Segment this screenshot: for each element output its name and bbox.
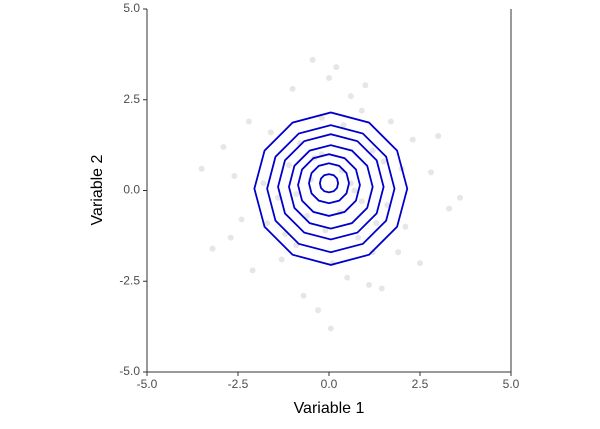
contour bbox=[288, 144, 374, 230]
point bbox=[322, 227, 329, 234]
point bbox=[289, 85, 296, 92]
point bbox=[373, 220, 380, 227]
x-axis-label: Variable 1 bbox=[294, 400, 365, 417]
point bbox=[300, 292, 307, 299]
point bbox=[293, 191, 300, 198]
point bbox=[264, 220, 271, 227]
point bbox=[358, 198, 365, 205]
point bbox=[309, 56, 316, 63]
point bbox=[355, 234, 362, 241]
point bbox=[318, 114, 325, 121]
point bbox=[358, 107, 365, 114]
x-tick-label: -2.5 bbox=[228, 377, 249, 391]
point bbox=[409, 136, 416, 143]
point bbox=[347, 93, 354, 100]
point bbox=[245, 118, 252, 125]
point bbox=[344, 274, 351, 281]
point bbox=[249, 267, 256, 274]
x-tick-label: 5.0 bbox=[503, 377, 520, 391]
point bbox=[238, 216, 245, 223]
point bbox=[435, 133, 442, 140]
point bbox=[369, 147, 376, 154]
point bbox=[446, 205, 453, 212]
y-axis-label: Variable 2 bbox=[89, 154, 106, 225]
y-tick-label: 2.5 bbox=[123, 92, 140, 106]
point bbox=[198, 165, 205, 172]
y-tick-label: 5.0 bbox=[123, 1, 140, 15]
point bbox=[333, 64, 340, 71]
point bbox=[380, 158, 387, 165]
point bbox=[417, 260, 423, 267]
point bbox=[220, 143, 227, 150]
contour bbox=[308, 162, 350, 205]
point bbox=[327, 325, 334, 332]
point bbox=[378, 285, 385, 292]
point bbox=[351, 187, 358, 194]
point bbox=[427, 169, 434, 176]
contour bbox=[253, 111, 409, 266]
point bbox=[285, 162, 292, 169]
point bbox=[275, 194, 282, 201]
point bbox=[209, 245, 216, 252]
point bbox=[315, 307, 322, 314]
point bbox=[395, 249, 402, 256]
point bbox=[267, 129, 274, 136]
point bbox=[227, 234, 234, 241]
y-tick-label: -5.0 bbox=[119, 364, 140, 378]
point bbox=[387, 118, 394, 125]
x-tick-label: -5.0 bbox=[137, 377, 158, 391]
point bbox=[340, 122, 347, 129]
contour bbox=[277, 133, 385, 241]
x-tick-label: 2.5 bbox=[412, 377, 429, 391]
point bbox=[457, 194, 464, 201]
point bbox=[304, 212, 311, 219]
point bbox=[231, 172, 238, 179]
point bbox=[384, 202, 391, 209]
y-tick-label: -2.5 bbox=[119, 273, 140, 287]
point bbox=[278, 256, 285, 263]
y-tick-label: 0.0 bbox=[123, 183, 140, 197]
x-tick-label: 0.0 bbox=[321, 377, 338, 391]
contour bbox=[297, 153, 361, 217]
point bbox=[402, 223, 409, 230]
point bbox=[366, 281, 373, 288]
point bbox=[362, 82, 369, 89]
contour bbox=[266, 124, 396, 254]
contour bbox=[318, 173, 340, 194]
point bbox=[326, 74, 332, 81]
point bbox=[260, 180, 267, 187]
